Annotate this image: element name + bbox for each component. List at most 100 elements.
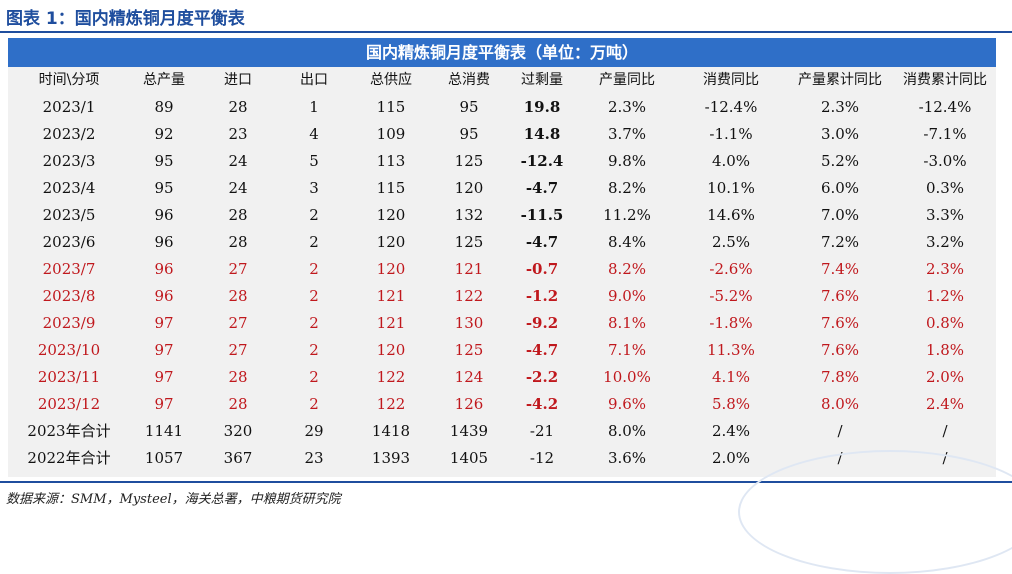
table-cell: 2 [309,206,319,224]
table-cell: -1.8% [709,314,753,332]
table-row: 2023/5 96 28 2 120 132 -11.5 11.2% 14.6% 7.0% 3.3% [8,202,996,229]
table-cell: 总供应 [370,72,412,88]
table-cell: 113 [376,152,406,170]
table-cell: 96 [154,260,174,278]
table-cell: 2023/1 [42,98,96,116]
table-cell: -4.7 [525,341,559,359]
table-cell: -12 [529,449,555,467]
table-cell: 5.2% [820,152,860,170]
table-cell: 92 [154,125,174,143]
table-cell: 3.2% [925,233,965,251]
table-cell: 消费同比 [703,72,759,88]
table-cell: 5.8% [711,395,751,413]
watermark-logo [738,450,1012,574]
table-cell: 2.3% [925,260,965,278]
table-cell: 8.2% [607,260,647,278]
table-cell: 95 [154,179,174,197]
table-cell: 总产量 [143,72,185,88]
table-cell: 27 [228,341,248,359]
table-cell: 3 [309,179,319,197]
table-row: 2023/8 96 28 2 121 122 -1.2 9.0% -5.2% 7.6% 1.2% [8,283,996,310]
column-header-row: 时间\分项 总产量 进口 出口 总供应 总消费 过剩量 产量同比 消费同比 产量累计同比 消费累计同… [8,67,996,94]
table-row: 2023/4 95 24 3 115 120 -4.7 8.2% 10.1% 6.0% 0.3% [8,175,996,202]
table-cell: 7.0% [820,206,860,224]
table-cell: 121 [376,287,406,305]
table-cell: 97 [154,368,174,386]
table-cell: 2023年合计 [27,422,111,440]
table-cell: / [942,422,948,440]
table-cell: -12.4 [520,152,564,170]
table-cell: 97 [154,341,174,359]
table-cell: 28 [228,287,248,305]
table-cell: 2.3% [607,98,647,116]
table-cell: 进口 [224,72,252,88]
table-cell: 122 [376,368,406,386]
table-cell: 产量同比 [599,72,655,88]
table-cell: 14.6% [707,206,755,224]
table-cell: 1393 [371,449,411,467]
table-cell: 4.0% [711,152,751,170]
table-cell: 27 [228,314,248,332]
table-cell: 2 [309,287,319,305]
table-cell: 120 [376,233,406,251]
table-cell: 总消费 [448,72,490,88]
table-cell: 2023/5 [42,206,96,224]
table-cell: 8.0% [820,395,860,413]
table-cell: 9.0% [607,287,647,305]
table-cell: 1 [309,98,319,116]
table-row: 2023/2 92 23 4 109 95 14.8 3.7% -1.1% 3.0% -7.1% [8,121,996,148]
table-cell: 28 [228,233,248,251]
table-cell: 24 [228,179,248,197]
table-cell: 97 [154,395,174,413]
table-cell: 120 [376,206,406,224]
table-cell: 8.0% [607,422,647,440]
table-cell: 124 [454,368,484,386]
table-cell: 89 [154,98,174,116]
table-cell: 19.8 [523,98,561,116]
table-row: 2023/1 89 28 1 115 95 19.8 2.3% -12.4% 2.3% -12.4% [8,94,996,121]
bottom-divider [0,481,1012,483]
table-cell: 1405 [449,449,489,467]
table-cell: 9.8% [607,152,647,170]
table-cell: -4.7 [525,233,559,251]
table-cell: 96 [154,206,174,224]
table-cell: 9.6% [607,395,647,413]
table-cell: 2023/4 [42,179,96,197]
table-cell: 2023/2 [42,125,96,143]
table-cell: 7.6% [820,314,860,332]
table-cell: -1.2 [525,287,559,305]
table-cell: 10.1% [707,179,755,197]
table-cell: 2.4% [711,422,751,440]
table-cell: 4.1% [711,368,751,386]
table-cell: 出口 [300,72,328,88]
table-cell: 2023/9 [42,314,96,332]
table-cell: 7.8% [820,368,860,386]
table-cell: -4.7 [525,179,559,197]
table-row: 2023/6 96 28 2 120 125 -4.7 8.4% 2.5% 7.2% 3.2% [8,229,996,256]
table-cell: 28 [228,368,248,386]
table-cell: 2023/7 [42,260,96,278]
table-cell: 8.4% [607,233,647,251]
table-cell: 23 [304,449,324,467]
table-cell: 消费累计同比 [903,72,987,88]
table-cell: -5.2% [709,287,753,305]
table-cell: 7.4% [820,260,860,278]
table-cell: 95 [459,98,479,116]
table-body: 时间\分项 总产量 进口 出口 总供应 总消费 过剩量 产量同比 消费同比 产量累计同比 消费累计同… [8,67,996,472]
table-cell: 95 [459,125,479,143]
table-cell: 4 [309,125,319,143]
table-cell: 3.0% [820,125,860,143]
table-cell: 2.5% [711,233,751,251]
table-cell: 121 [376,314,406,332]
table-cell: -2.6% [709,260,753,278]
table-cell: 2 [309,233,319,251]
table-cell: 3.3% [925,206,965,224]
table-cell: 2.0% [711,449,751,467]
table-title: 国内精炼铜月度平衡表（单位：万吨） [8,38,996,67]
title-divider [0,31,1012,33]
table-cell: 2023/3 [42,152,96,170]
table-cell: -12.4% [704,98,758,116]
table-cell: 2 [309,341,319,359]
table-cell: 6.0% [820,179,860,197]
table-cell: 2022年合计 [27,449,111,467]
